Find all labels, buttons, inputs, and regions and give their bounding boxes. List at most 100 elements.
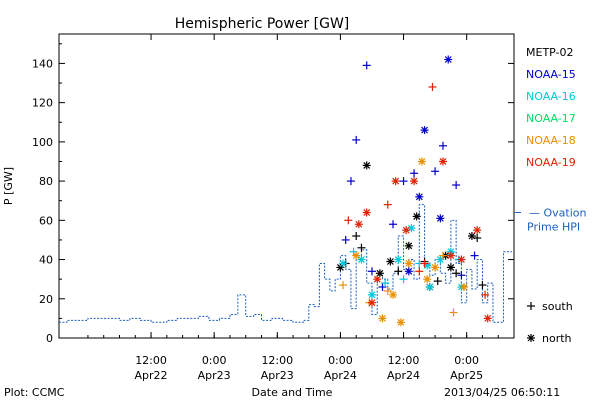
data-point-metp-02-plus bbox=[473, 233, 482, 242]
footer-plot-source: Plot: CCMC bbox=[4, 386, 65, 399]
y-tick-label: 0 bbox=[46, 332, 53, 345]
data-point-noaa-19-plus bbox=[420, 259, 429, 268]
data-point-metp-02-star bbox=[362, 161, 371, 170]
data-point-noaa-15-plus bbox=[389, 220, 398, 229]
data-point-metp-02-star bbox=[386, 257, 395, 266]
data-point-noaa-19-plus bbox=[383, 200, 392, 209]
data-point-noaa-16-plus bbox=[381, 279, 390, 288]
y-tick-label: 140 bbox=[32, 57, 53, 70]
y-axis-label: P [GW] bbox=[2, 167, 15, 205]
data-point-noaa-15-plus bbox=[457, 271, 466, 280]
data-point-noaa-16-plus bbox=[399, 275, 408, 284]
data-point-noaa-16-star bbox=[394, 255, 403, 264]
data-point-metp-02-star bbox=[404, 241, 413, 250]
data-point-noaa-15-plus bbox=[367, 267, 376, 276]
data-point-noaa-19-plus bbox=[344, 216, 353, 225]
data-point-noaa-15-plus bbox=[399, 177, 408, 186]
data-point-noaa-18-star bbox=[352, 251, 361, 260]
x-tick-label-time: 0:00 bbox=[454, 354, 479, 367]
legend-item: NOAA-19 bbox=[526, 156, 576, 169]
x-tick-label-time: 12:00 bbox=[135, 354, 167, 367]
data-point-noaa-15-plus bbox=[410, 169, 419, 178]
data-point-noaa-19-star bbox=[367, 298, 376, 307]
data-point-metp-02-plus bbox=[394, 267, 403, 276]
data-point-noaa-16-star bbox=[367, 290, 376, 299]
ovation-series bbox=[59, 204, 512, 323]
data-point-noaa-18-plus bbox=[438, 251, 447, 260]
footer-timestamp: 2013/04/25 06:50:11 bbox=[444, 386, 560, 399]
plot-frame bbox=[58, 33, 515, 339]
data-point-noaa-18-star bbox=[389, 290, 398, 299]
x-tick-label-time: 0:00 bbox=[328, 354, 353, 367]
x-tick-label-date: Apr24 bbox=[387, 369, 420, 382]
legend-ovation-line2: Prime HPI bbox=[527, 220, 580, 233]
x-tick-label-time: 12:00 bbox=[261, 354, 293, 367]
data-point-noaa-15-star bbox=[415, 192, 424, 201]
data-point-noaa-19-star bbox=[402, 226, 411, 235]
data-point-metp-02-star bbox=[412, 212, 421, 221]
data-point-noaa-18-star bbox=[431, 263, 440, 272]
data-point-noaa-16-star bbox=[425, 283, 434, 292]
y-tick-label: 20 bbox=[39, 293, 53, 306]
data-point-noaa-15-star bbox=[444, 55, 453, 64]
data-point-noaa-16-star bbox=[357, 255, 366, 264]
legend-ovation-line1: — Ovation bbox=[529, 206, 587, 219]
x-tick-label-date: Apr24 bbox=[324, 369, 357, 382]
x-tick-label-time: 12:00 bbox=[388, 354, 420, 367]
x-axis-label: Date and Time bbox=[252, 386, 333, 399]
marker-legend-symbol-plus bbox=[527, 302, 535, 310]
chart-title: Hemispheric Power [GW] bbox=[175, 16, 350, 32]
data-point-metp-02-star bbox=[446, 263, 455, 272]
data-point-noaa-19-star bbox=[446, 251, 455, 260]
data-point-noaa-18-star bbox=[378, 314, 387, 323]
data-point-noaa-15-plus bbox=[362, 61, 371, 70]
data-point-noaa-18-plus bbox=[339, 281, 348, 290]
data-point-metp-02-plus bbox=[357, 243, 366, 252]
x-axis: 12:00 Apr22 0:00 Apr23 12:00 Apr23 0:00 Apr24 12… bbox=[87, 34, 499, 382]
data-point-noaa-18-plus bbox=[383, 286, 392, 295]
data-point-noaa-15-plus bbox=[470, 251, 479, 260]
data-point-noaa-15-plus bbox=[431, 167, 440, 176]
data-point-noaa-19-star bbox=[410, 177, 419, 186]
data-point-metp-02-star bbox=[375, 269, 384, 278]
legend-item: METP-02 bbox=[526, 46, 574, 59]
y-tick-label: 40 bbox=[39, 254, 53, 267]
marker-legend-label: south bbox=[542, 300, 573, 313]
data-point-noaa-16-star bbox=[339, 259, 348, 268]
data-point-noaa-15-star bbox=[404, 267, 413, 276]
data-point-noaa-19-plus bbox=[481, 290, 490, 299]
legend-item: NOAA-16 bbox=[526, 90, 576, 103]
legend-item: NOAA-18 bbox=[526, 134, 576, 147]
data-point-noaa-15-plus bbox=[352, 135, 361, 144]
marker-legend-label: north bbox=[542, 332, 572, 345]
x-tick-label-time: 0:00 bbox=[202, 354, 227, 367]
y-tick-label: 80 bbox=[39, 175, 53, 188]
y-tick-label: 100 bbox=[32, 136, 53, 149]
ovation-line bbox=[59, 204, 512, 323]
data-point-noaa-18-plus bbox=[449, 308, 458, 317]
data-point-noaa-15-star bbox=[436, 214, 445, 223]
data-point-noaa-19-star bbox=[362, 208, 371, 217]
y-tick-label: 120 bbox=[32, 97, 53, 110]
data-point-noaa-19-star bbox=[373, 275, 382, 284]
data-point-noaa-19-star bbox=[483, 314, 492, 323]
x-tick-label-date: Apr23 bbox=[261, 369, 294, 382]
data-point-noaa-15-plus bbox=[438, 141, 447, 150]
data-point-noaa-15-star bbox=[420, 126, 429, 135]
data-point-noaa-19-star bbox=[473, 226, 482, 235]
x-tick-label-date: Apr23 bbox=[198, 369, 231, 382]
data-point-noaa-15-plus bbox=[452, 181, 461, 190]
data-point-noaa-19-star bbox=[438, 157, 447, 166]
data-point-noaa-19-star bbox=[354, 220, 363, 229]
data-point-noaa-18-star bbox=[417, 157, 426, 166]
x-tick-label-date: Apr22 bbox=[135, 369, 168, 382]
data-point-metp-02-plus bbox=[478, 281, 487, 290]
legend-item: NOAA-15 bbox=[526, 68, 576, 81]
data-point-noaa-18-star bbox=[460, 283, 469, 292]
marker-legend-symbol-star bbox=[527, 334, 535, 342]
data-point-metp-02-plus bbox=[452, 269, 461, 278]
data-point-noaa-15-plus bbox=[341, 235, 350, 244]
data-point-metp-02-plus bbox=[352, 232, 361, 241]
